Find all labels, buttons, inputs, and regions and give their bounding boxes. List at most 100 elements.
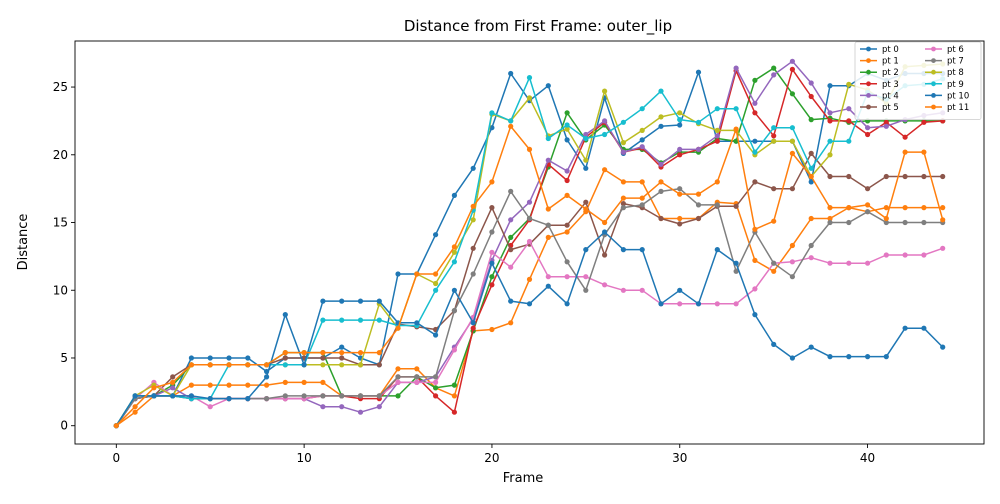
data-point-6-43 xyxy=(921,252,927,258)
data-point-4-23 xyxy=(545,157,551,163)
data-point-7-41 xyxy=(883,219,889,226)
data-point-1-18 xyxy=(451,393,457,399)
data-point-6-28 xyxy=(639,287,645,293)
data-point-5-44 xyxy=(940,173,946,180)
data-point-0-24 xyxy=(564,137,570,143)
data-point-10-33 xyxy=(733,260,739,266)
data-point-7-25 xyxy=(583,287,589,293)
data-point-5-33 xyxy=(733,203,739,209)
data-point-9-14 xyxy=(376,317,382,323)
data-point-7-17 xyxy=(433,374,439,380)
series-6 xyxy=(113,238,946,429)
data-point-11-11 xyxy=(320,350,326,356)
data-point-10-3 xyxy=(170,393,176,399)
data-point-5-26 xyxy=(602,252,608,258)
data-point-4-31 xyxy=(695,146,702,152)
data-point-1-11 xyxy=(320,379,326,385)
data-point-9-37 xyxy=(808,165,814,171)
data-point-11-0 xyxy=(113,423,119,429)
data-point-10-35 xyxy=(771,341,777,347)
data-point-2-17 xyxy=(433,385,439,391)
data-point-4-11 xyxy=(320,404,326,410)
data-point-1-9 xyxy=(282,379,288,385)
data-point-6-5 xyxy=(207,404,213,410)
data-point-11-26 xyxy=(602,219,608,226)
data-point-6-26 xyxy=(602,282,608,288)
data-point-8-30 xyxy=(677,110,683,116)
data-point-4-25 xyxy=(583,131,589,138)
data-point-9-39 xyxy=(846,138,852,144)
y-tick-label: 0 xyxy=(60,419,68,433)
data-point-1-41 xyxy=(883,205,889,211)
data-point-1-26 xyxy=(602,167,608,173)
data-point-7-29 xyxy=(658,188,664,194)
data-point-9-24 xyxy=(564,122,570,128)
data-point-0-20 xyxy=(489,125,495,131)
data-point-10-19 xyxy=(470,320,476,326)
series-line-1 xyxy=(115,168,943,427)
data-point-6-44 xyxy=(940,245,946,251)
data-point-11-27 xyxy=(620,195,627,201)
legend-label: pt 1 xyxy=(882,57,899,67)
data-point-6-20 xyxy=(489,249,495,255)
data-point-11-4 xyxy=(188,362,194,368)
y-tick-label: 10 xyxy=(53,283,68,297)
data-point-5-12 xyxy=(339,355,345,361)
data-point-11-30 xyxy=(677,191,683,197)
data-point-3-37 xyxy=(808,93,814,100)
legend-marker xyxy=(866,104,871,110)
data-point-7-18 xyxy=(451,308,457,314)
data-point-1-8 xyxy=(264,382,270,388)
legend-item-5: pt 5 xyxy=(860,103,899,113)
data-point-3-43 xyxy=(921,119,927,125)
data-point-10-26 xyxy=(602,229,608,235)
legend-label: pt 11 xyxy=(947,103,969,113)
data-point-9-27 xyxy=(620,119,627,125)
data-point-9-36 xyxy=(789,125,796,131)
data-point-8-32 xyxy=(714,127,720,133)
series-line-2 xyxy=(115,67,943,427)
data-point-4-37 xyxy=(808,80,814,86)
series-11 xyxy=(113,123,946,429)
data-point-4-24 xyxy=(564,168,570,174)
data-point-10-18 xyxy=(451,287,457,293)
data-point-7-32 xyxy=(714,202,720,208)
data-point-5-43 xyxy=(921,173,927,180)
data-point-7-28 xyxy=(639,202,645,208)
data-point-6-16 xyxy=(414,379,420,385)
data-point-4-26 xyxy=(602,118,608,124)
data-point-10-28 xyxy=(639,247,645,253)
legend-item-4: pt 4 xyxy=(860,91,899,101)
data-point-2-18 xyxy=(451,382,457,388)
data-point-7-19 xyxy=(470,271,476,277)
data-point-0-6 xyxy=(226,355,232,361)
data-point-1-4 xyxy=(188,382,194,388)
data-point-4-27 xyxy=(620,149,627,155)
data-point-3-40 xyxy=(865,131,871,138)
data-point-11-9 xyxy=(282,350,288,356)
data-point-4-3 xyxy=(170,385,176,391)
data-point-0-19 xyxy=(470,165,476,171)
data-point-11-44 xyxy=(940,217,946,223)
data-point-1-16 xyxy=(414,366,420,372)
data-point-5-25 xyxy=(583,199,589,205)
data-point-6-23 xyxy=(545,274,551,280)
x-axis-label: Frame xyxy=(503,471,544,486)
data-point-6-18 xyxy=(451,347,457,353)
series-2 xyxy=(113,65,946,429)
data-point-10-23 xyxy=(545,283,551,289)
data-point-9-34 xyxy=(752,149,758,155)
legend-item-9: pt 9 xyxy=(925,80,964,90)
data-point-8-35 xyxy=(771,138,777,144)
data-point-4-33 xyxy=(733,65,739,71)
data-point-1-21 xyxy=(508,320,514,326)
legend-label: pt 5 xyxy=(882,103,899,113)
data-point-9-31 xyxy=(695,119,702,125)
series-line-10 xyxy=(115,231,944,427)
data-point-1-1 xyxy=(132,409,138,415)
data-point-6-15 xyxy=(395,379,401,385)
data-point-2-15 xyxy=(395,393,401,399)
data-point-6-33 xyxy=(733,301,739,307)
data-point-10-14 xyxy=(376,298,382,304)
data-point-3-20 xyxy=(489,282,495,288)
